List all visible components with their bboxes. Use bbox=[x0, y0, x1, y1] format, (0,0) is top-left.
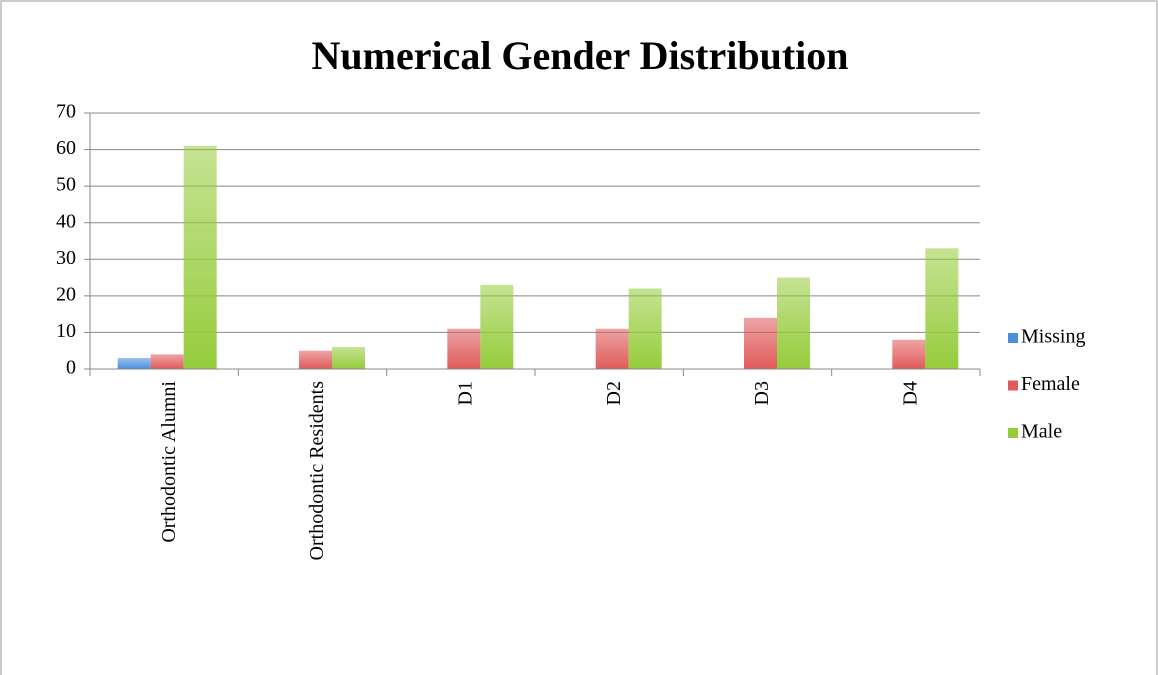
bar bbox=[892, 339, 926, 369]
x-tick-label: D4 bbox=[899, 381, 921, 405]
legend-label: Male bbox=[1021, 421, 1062, 443]
bar bbox=[480, 284, 514, 369]
y-tick-label: 30 bbox=[56, 247, 76, 269]
chart-title: Numerical Gender Distribution bbox=[311, 33, 848, 78]
y-tick-label: 0 bbox=[66, 357, 76, 379]
x-tick-label: D1 bbox=[454, 381, 476, 405]
y-tick-label: 60 bbox=[56, 137, 76, 159]
legend-label: Missing bbox=[1021, 326, 1085, 348]
legend-label: Female bbox=[1021, 373, 1080, 395]
y-tick-label: 50 bbox=[56, 174, 76, 196]
bar bbox=[117, 358, 151, 369]
y-tick-label: 40 bbox=[56, 210, 76, 232]
bar bbox=[744, 317, 777, 369]
y-tick-label: 20 bbox=[56, 283, 76, 305]
bar bbox=[925, 248, 959, 369]
legend-swatch bbox=[1008, 428, 1018, 438]
bar bbox=[299, 350, 332, 369]
x-tick-label: Orthodontic Residents bbox=[306, 381, 328, 561]
bar bbox=[595, 328, 629, 369]
x-tick-label: D2 bbox=[603, 381, 625, 405]
bar bbox=[628, 288, 662, 369]
x-tick-label: D3 bbox=[751, 381, 773, 405]
legend-swatch bbox=[1008, 333, 1018, 343]
bar bbox=[332, 347, 365, 369]
y-tick-label: 70 bbox=[56, 101, 76, 123]
bar bbox=[183, 145, 217, 369]
bar bbox=[777, 277, 810, 369]
x-tick-label: Orthodontic Alumni bbox=[158, 381, 180, 543]
bar bbox=[447, 328, 481, 369]
y-tick-label: 10 bbox=[56, 320, 76, 342]
bar bbox=[150, 354, 184, 369]
legend-swatch bbox=[1008, 380, 1018, 391]
